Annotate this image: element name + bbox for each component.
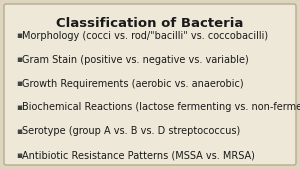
Text: ▪: ▪	[16, 151, 22, 160]
Text: Growth Requirements (aerobic vs. anaerobic): Growth Requirements (aerobic vs. anaerob…	[22, 79, 244, 89]
FancyBboxPatch shape	[4, 4, 296, 165]
Text: ▪: ▪	[16, 79, 22, 88]
Text: ▪: ▪	[16, 31, 22, 41]
Text: Serotype (group A vs. B vs. D streptococcus): Serotype (group A vs. B vs. D streptococ…	[22, 126, 240, 136]
Text: Gram Stain (positive vs. negative vs. variable): Gram Stain (positive vs. negative vs. va…	[22, 55, 249, 65]
Text: Biochemical Reactions (lactose fermenting vs. non-fermenting): Biochemical Reactions (lactose fermentin…	[22, 102, 300, 112]
Text: Classification of Bacteria: Classification of Bacteria	[56, 17, 244, 30]
Text: ▪: ▪	[16, 55, 22, 64]
Text: ▪: ▪	[16, 127, 22, 136]
Text: ▪: ▪	[16, 103, 22, 112]
Text: Morphology (cocci vs. rod/"bacilli" vs. coccobacilli): Morphology (cocci vs. rod/"bacilli" vs. …	[22, 31, 268, 41]
Text: Antibiotic Resistance Patterns (MSSA vs. MRSA): Antibiotic Resistance Patterns (MSSA vs.…	[22, 150, 255, 160]
